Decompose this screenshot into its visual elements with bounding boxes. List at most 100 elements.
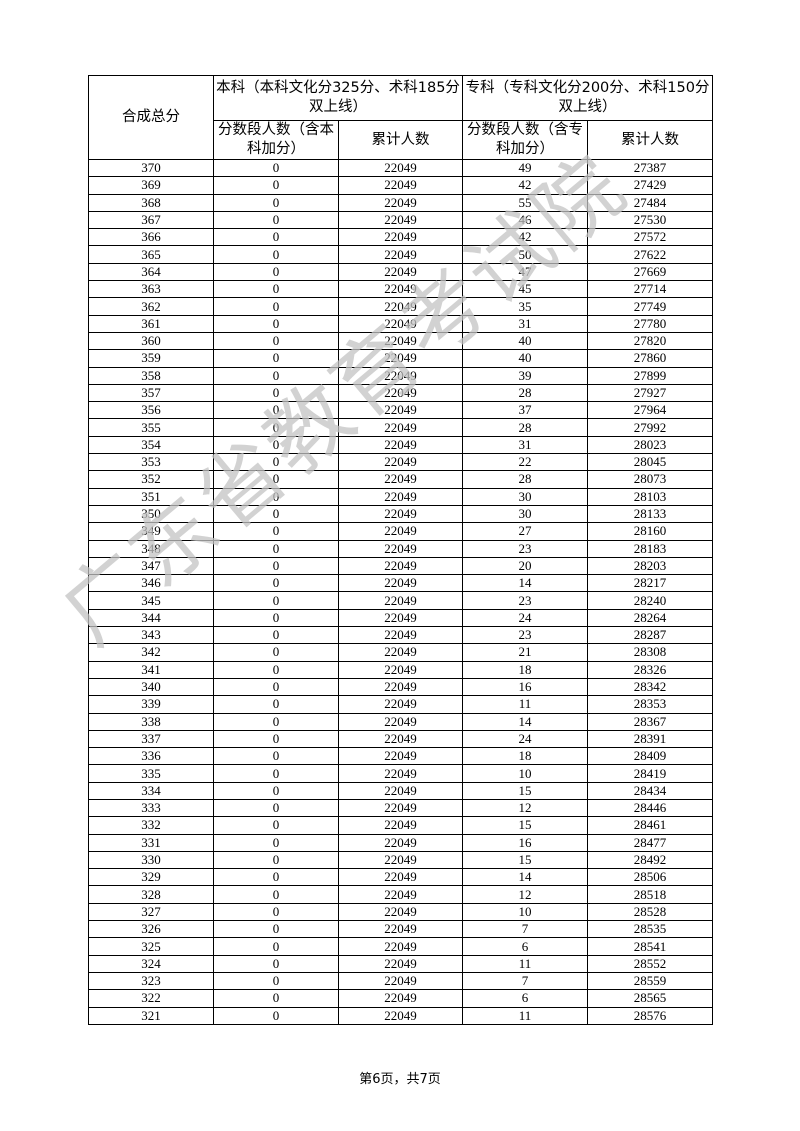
table-row: 321 0 22049 11 28576: [88, 1006, 714, 1025]
cell-ug-cum: 22049: [337, 435, 464, 455]
cell-jc-count: 10: [462, 764, 589, 783]
cell-ug-count: 0: [213, 885, 339, 904]
cell-jc-count: 35: [462, 297, 589, 316]
table-row: 350 0 22049 30 28133: [88, 504, 714, 524]
cell-ug-count: 0: [213, 1006, 339, 1025]
cell-ug-count: 0: [213, 245, 339, 264]
cell-jc-count: 10: [462, 902, 589, 922]
cell-score: 338: [88, 712, 214, 731]
cell-ug-count: 0: [213, 920, 339, 939]
table-row: 325 0 22049 6 28541: [88, 937, 714, 956]
cell-ug-count: 0: [213, 574, 339, 593]
cell-ug-cum: 22049: [337, 574, 464, 593]
cell-jc-count: 15: [462, 850, 589, 870]
cell-score: 332: [88, 816, 214, 835]
score-distribution-table: 合成总分 本科（本科文化分325分、术科185分双上线） 专科（专科文化分200…: [88, 75, 714, 1025]
cell-jc-cum: 28552: [587, 954, 714, 973]
cell-ug-cum: 22049: [337, 210, 464, 230]
cell-jc-cum: 28183: [587, 539, 714, 558]
cell-ug-count: 0: [213, 280, 339, 299]
cell-jc-count: 28: [462, 383, 589, 403]
cell-jc-cum: 27484: [587, 193, 714, 212]
cell-ug-count: 0: [213, 176, 339, 195]
cell-jc-count: 21: [462, 643, 589, 662]
cell-score: 348: [88, 539, 214, 558]
cell-ug-cum: 22049: [337, 902, 464, 922]
table-row: 358 0 22049 39 27899: [88, 366, 714, 385]
cell-ug-cum: 22049: [337, 712, 464, 731]
cell-ug-count: 0: [213, 158, 339, 178]
table-row: 352 0 22049 28 28073: [88, 470, 714, 489]
cell-jc-cum: 28419: [587, 764, 714, 783]
cell-ug-cum: 22049: [337, 280, 464, 299]
cell-ug-count: 0: [213, 591, 339, 610]
cell-ug-count: 0: [213, 677, 339, 697]
table-row: 342 0 22049 21 28308: [88, 643, 714, 662]
cell-ug-cum: 22049: [337, 747, 464, 766]
table-row: 322 0 22049 6 28565: [88, 989, 714, 1008]
cell-jc-cum: 27530: [587, 210, 714, 230]
cell-ug-count: 0: [213, 522, 339, 541]
cell-ug-cum: 22049: [337, 158, 464, 178]
cell-jc-cum: 27860: [587, 349, 714, 368]
cell-jc-cum: 27992: [587, 418, 714, 437]
cell-ug-cum: 22049: [337, 971, 464, 991]
cell-ug-cum: 22049: [337, 1006, 464, 1025]
cell-jc-count: 40: [462, 331, 589, 351]
cell-ug-cum: 22049: [337, 626, 464, 645]
cell-ug-cum: 22049: [337, 764, 464, 783]
cell-jc-cum: 28240: [587, 591, 714, 610]
cell-jc-count: 15: [462, 781, 589, 800]
cell-score: 324: [88, 954, 214, 973]
cell-score: 353: [88, 453, 214, 472]
cell-ug-cum: 22049: [337, 504, 464, 524]
header-undergrad: 本科（本科文化分325分、术科185分双上线）: [212, 75, 464, 121]
cell-ug-count: 0: [213, 729, 339, 749]
cell-jc-count: 50: [462, 245, 589, 264]
cell-jc-cum: 28308: [587, 643, 714, 662]
cell-ug-cum: 22049: [337, 245, 464, 264]
cell-score: 334: [88, 781, 214, 800]
cell-jc-count: 27: [462, 522, 589, 541]
table-row: 347 0 22049 20 28203: [88, 556, 714, 576]
table-row: 364 0 22049 47 27669: [88, 262, 714, 282]
total-pages: 7: [419, 1072, 428, 1087]
cell-jc-count: 47: [462, 262, 589, 282]
cell-score: 356: [88, 401, 214, 420]
cell-ug-count: 0: [213, 383, 339, 403]
cell-score: 352: [88, 470, 214, 489]
cell-jc-cum: 28446: [587, 798, 714, 818]
cell-jc-cum: 27820: [587, 331, 714, 351]
cell-jc-cum: 28409: [587, 747, 714, 766]
cell-ug-count: 0: [213, 556, 339, 576]
table-row: 323 0 22049 7 28559: [88, 971, 714, 991]
table-row: 357 0 22049 28 27927: [88, 383, 714, 403]
cell-jc-cum: 28367: [587, 712, 714, 731]
cell-jc-cum: 28264: [587, 608, 714, 628]
table-row: 349 0 22049 27 28160: [88, 522, 714, 541]
cell-jc-cum: 28535: [587, 920, 714, 939]
cell-score: 359: [88, 349, 214, 368]
cell-ug-cum: 22049: [337, 660, 464, 679]
cell-score: 365: [88, 245, 214, 264]
cell-score: 335: [88, 764, 214, 783]
cell-ug-cum: 22049: [337, 487, 464, 506]
cell-ug-cum: 22049: [337, 418, 464, 437]
cell-jc-count: 28: [462, 470, 589, 489]
cell-score: 368: [88, 193, 214, 212]
cell-jc-count: 42: [462, 176, 589, 195]
footer-suffix: 页: [427, 1071, 441, 1086]
table-row: 336 0 22049 18 28409: [88, 747, 714, 766]
table-row: 333 0 22049 12 28446: [88, 798, 714, 818]
table-row: 359 0 22049 40 27860: [88, 349, 714, 368]
cell-jc-count: 40: [462, 349, 589, 368]
cell-jc-cum: 28576: [587, 1006, 714, 1025]
cell-jc-cum: 27964: [587, 401, 714, 420]
cell-ug-cum: 22049: [337, 833, 464, 852]
cell-jc-count: 23: [462, 591, 589, 610]
table-row: 327 0 22049 10 28528: [88, 902, 714, 922]
cell-ug-count: 0: [213, 470, 339, 489]
table-row: 344 0 22049 24 28264: [88, 608, 714, 628]
cell-jc-cum: 28565: [587, 989, 714, 1008]
cell-jc-cum: 28353: [587, 695, 714, 714]
